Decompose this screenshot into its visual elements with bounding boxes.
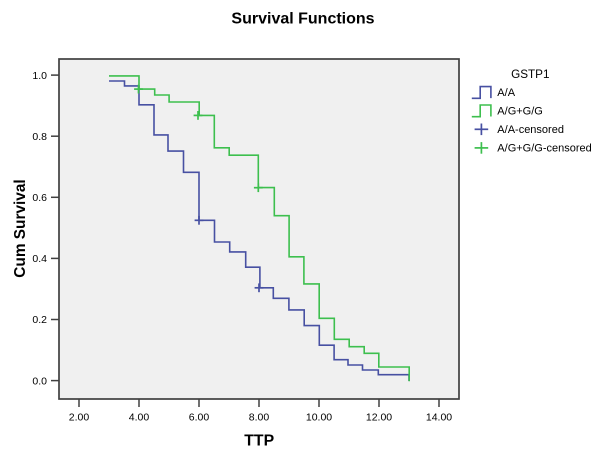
svg-text:Survival Functions: Survival Functions	[231, 11, 374, 28]
svg-text:GSTP1: GSTP1	[511, 68, 549, 81]
svg-text:4.00: 4.00	[129, 412, 150, 424]
svg-text:10.00: 10.00	[306, 412, 332, 424]
svg-text:A/A: A/A	[497, 87, 515, 99]
svg-text:0.8: 0.8	[32, 131, 47, 143]
svg-text:6.00: 6.00	[189, 412, 210, 424]
svg-text:0.0: 0.0	[32, 375, 47, 387]
svg-text:Cum Survival: Cum Survival	[12, 179, 29, 277]
svg-text:14.00: 14.00	[426, 412, 452, 424]
svg-text:0.4: 0.4	[32, 253, 47, 265]
svg-text:A/A-censored: A/A-censored	[497, 124, 564, 136]
svg-text:1.0: 1.0	[32, 70, 47, 82]
svg-text:2.00: 2.00	[69, 412, 90, 424]
svg-text:A/G+G/G: A/G+G/G	[497, 106, 543, 118]
svg-text:8.00: 8.00	[249, 412, 270, 424]
svg-text:TTP: TTP	[244, 433, 274, 450]
svg-text:A/G+G/G-censored: A/G+G/G-censored	[497, 143, 591, 155]
svg-text:0.6: 0.6	[32, 192, 47, 204]
svg-text:12.00: 12.00	[366, 412, 392, 424]
svg-text:0.2: 0.2	[32, 314, 47, 326]
